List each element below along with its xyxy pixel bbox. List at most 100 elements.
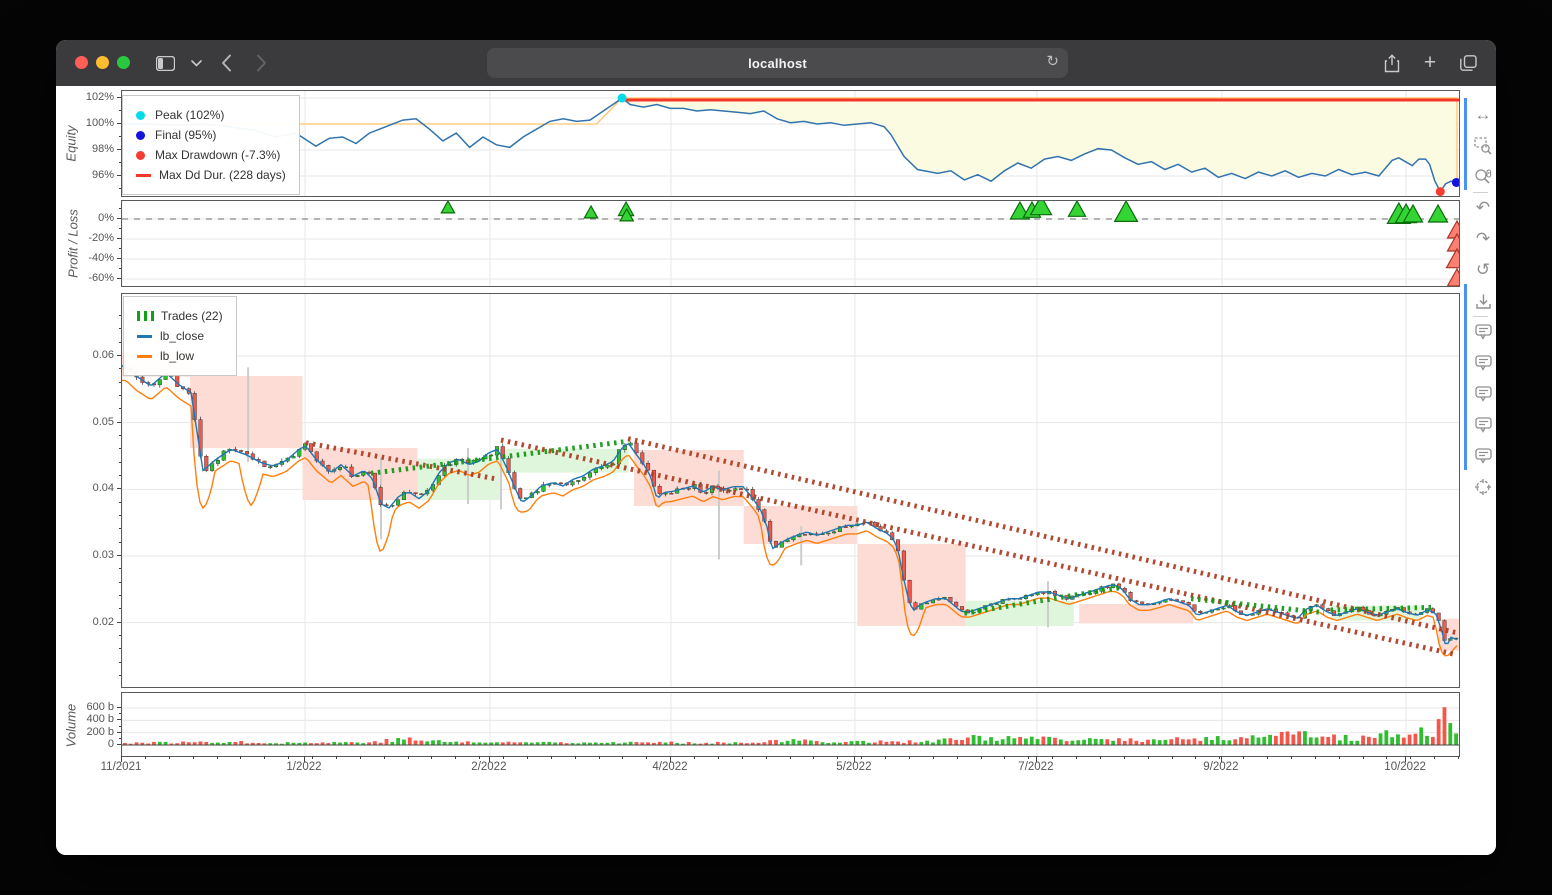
x-minor-tick [598, 756, 600, 759]
x-minor-tick [1410, 756, 1412, 759]
price-legend: Trades (22) lb_close lb_low [123, 296, 237, 376]
hover-tool-icon-3[interactable] [1472, 383, 1494, 405]
y-tick-label: 0.06 [92, 349, 114, 361]
address-bar[interactable]: localhost ↻ [487, 48, 1068, 78]
x-minor-tick [1243, 756, 1245, 759]
y-tick [117, 488, 121, 490]
chevron-down-icon[interactable] [182, 49, 210, 77]
legend-item-trades: Trades (22) [137, 306, 223, 326]
x-minor-tick [288, 756, 290, 759]
x-minor-tick [885, 756, 886, 759]
y-minor-tick [119, 162, 121, 163]
y-minor-tick [119, 475, 121, 476]
x-minor-tick [1123, 756, 1125, 759]
x-minor-tick [980, 756, 982, 759]
x-minor-tick [359, 756, 361, 759]
x-minor-tick [264, 756, 266, 759]
y-minor-tick [119, 368, 121, 370]
fullscreen-button[interactable] [117, 56, 130, 69]
price-plot[interactable] [121, 293, 1460, 688]
active-hover-indicator [1464, 284, 1467, 470]
x-minor-tick [455, 756, 457, 759]
y-tick-label: -40% [88, 252, 114, 264]
x-tick [488, 756, 490, 762]
y-tick [117, 707, 121, 708]
crosshair-tool-icon[interactable] [1472, 476, 1494, 498]
show-tabs-button[interactable] [1454, 49, 1482, 77]
x-minor-tick [956, 756, 958, 759]
save-icon[interactable] [1472, 290, 1494, 312]
x-minor-tick [1147, 756, 1149, 759]
y-tick [117, 278, 121, 279]
y-tick [117, 97, 121, 98]
y-minor-tick [119, 595, 121, 596]
trades-marker [137, 311, 154, 321]
x-minor-tick [550, 756, 552, 759]
x-minor-tick [932, 756, 934, 759]
browser-titlebar[interactable]: localhost ↻ + [56, 40, 1496, 87]
sidebar-toggle-icon[interactable] [151, 49, 179, 77]
x-minor-tick [908, 756, 910, 759]
hover-tool-icon-5[interactable] [1472, 445, 1494, 467]
reload-button[interactable]: ↻ [1046, 53, 1059, 70]
legend-item-lb-low: lb_low [137, 346, 223, 366]
back-button[interactable] [212, 49, 240, 77]
toolbar-separator [1473, 316, 1488, 317]
y-minor-tick [119, 435, 121, 436]
equity-plot[interactable] [121, 90, 1460, 197]
x-tick [304, 756, 305, 762]
x-minor-tick [813, 756, 815, 759]
x-minor-tick [503, 756, 504, 759]
y-tick-label: 0.03 [92, 549, 114, 561]
x-minor-tick [216, 756, 218, 759]
legend-item-max-drawdown: Max Drawdown (-7.3%) [136, 145, 286, 165]
volume-plot[interactable] [121, 692, 1460, 757]
y-minor-tick [119, 581, 121, 583]
close-button[interactable] [75, 56, 88, 69]
y-tick-label: 400 b [86, 713, 114, 726]
y-tick-label: 0% [98, 212, 114, 224]
max-drawdown-marker [136, 150, 145, 160]
y-tick-label: 100% [85, 117, 114, 129]
x-tick [670, 756, 671, 762]
hover-tool-icon-1[interactable] [1472, 321, 1494, 343]
y-tick-label: 0.04 [92, 482, 114, 495]
y-tick [117, 149, 121, 150]
x-minor-tick [1338, 756, 1340, 759]
x-tick [853, 756, 855, 762]
box-zoom-tool-icon[interactable] [1472, 135, 1494, 157]
x-tick [1220, 756, 1222, 762]
undo-icon[interactable]: ↶ [1475, 198, 1491, 217]
legend-item-final: Final (95%) [136, 125, 286, 145]
share-icon[interactable] [1378, 49, 1406, 77]
y-minor-tick [119, 501, 121, 503]
x-minor-tick [837, 756, 839, 759]
legend-item-max-dd-duration: Max Dd Dur. (228 days) [136, 165, 286, 185]
lb-low-marker [137, 354, 152, 358]
x-minor-tick [335, 756, 337, 759]
forward-button[interactable] [247, 49, 275, 77]
x-minor-tick [1076, 756, 1077, 759]
redo-icon[interactable]: ↷ [1475, 229, 1491, 248]
y-tick [117, 175, 121, 176]
y-tick-label: -60% [88, 272, 114, 284]
pan-tool-icon[interactable]: ↔ [1474, 105, 1492, 124]
profit-loss-plot[interactable] [121, 200, 1460, 287]
y-minor-tick [119, 713, 121, 715]
bokeh-toolbar: ↔ ↶ ↷ ↺ [1464, 88, 1496, 518]
y-tick [117, 731, 121, 733]
y-tick-label: 0.02 [92, 615, 114, 628]
reset-icon[interactable]: ↺ [1475, 260, 1491, 279]
new-tab-button[interactable]: + [1423, 51, 1437, 74]
wheel-zoom-tool-icon[interactable] [1472, 166, 1494, 188]
y-tick-label: 0 [107, 738, 114, 750]
x-minor-tick [431, 756, 433, 759]
x-minor-tick [479, 756, 481, 759]
minimize-button[interactable] [96, 56, 109, 69]
x-minor-tick [383, 756, 385, 759]
hover-tool-icon-2[interactable] [1472, 352, 1494, 374]
hover-tool-icon-4[interactable] [1472, 414, 1494, 436]
x-minor-tick [144, 756, 146, 759]
x-minor-tick [694, 756, 695, 759]
